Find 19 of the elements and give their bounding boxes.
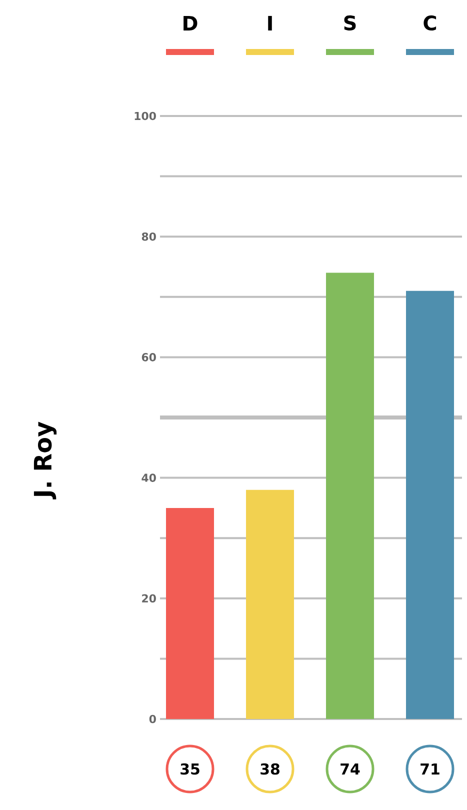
y-axis-title: J. Roy <box>34 422 57 500</box>
bar <box>246 490 294 719</box>
y-tick-label: 80 <box>142 232 156 241</box>
bar <box>326 272 374 719</box>
y-tick-label: 40 <box>142 474 156 482</box>
x-tick-label: I <box>268 16 272 30</box>
y-tick-label: 20 <box>142 594 156 603</box>
y-tick-label: 60 <box>142 353 156 362</box>
data-label: 38 <box>260 763 280 775</box>
x-tick-label: S <box>344 15 356 30</box>
y-tick-label: 100 <box>134 112 156 120</box>
data-label: 71 <box>420 764 440 774</box>
bar <box>166 508 214 719</box>
data-label: 35 <box>180 763 200 775</box>
x-tick-label: C <box>424 15 436 30</box>
y-tick-label: 0 <box>149 714 156 724</box>
bar <box>406 290 454 719</box>
data-label: 74 <box>340 764 360 774</box>
x-tick-label: D <box>184 16 198 30</box>
